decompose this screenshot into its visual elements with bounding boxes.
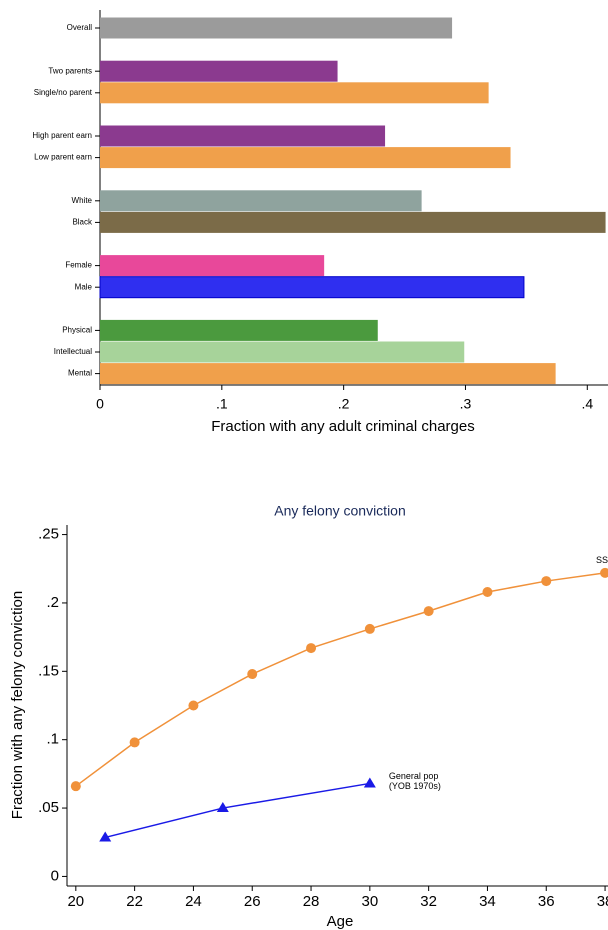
- x-tick-label: 22: [126, 893, 143, 910]
- bar: [100, 255, 325, 277]
- bar: [100, 17, 453, 39]
- y-tick-label: Physical: [62, 326, 92, 335]
- y-tick-label: Mental: [68, 369, 92, 378]
- line: [75, 572, 606, 787]
- marker: [247, 669, 258, 680]
- series-label: General pop (YOB 1970s): [388, 771, 441, 792]
- y-tick-label: Overall: [67, 23, 93, 32]
- bar: [100, 82, 489, 104]
- y-tick-label: .2: [46, 594, 59, 611]
- marker: [363, 777, 376, 788]
- line: [105, 782, 370, 839]
- x-tick-label: .1: [216, 396, 228, 412]
- bar: [100, 341, 465, 363]
- x-tick-label: 36: [538, 893, 555, 910]
- marker: [423, 606, 434, 617]
- y-tick-label: Female: [65, 261, 92, 270]
- y-tick-label: High parent earn: [32, 131, 92, 140]
- marker: [99, 831, 112, 842]
- marker: [306, 643, 317, 654]
- x-tick-label: 24: [185, 893, 202, 910]
- bar: [100, 211, 606, 233]
- bar: [100, 125, 386, 147]
- marker: [70, 781, 81, 792]
- y-tick-label: Single/no parent: [34, 88, 93, 97]
- x-tick-label: 28: [303, 893, 320, 910]
- x-tick-label: 0: [96, 396, 104, 412]
- marker: [482, 587, 493, 598]
- x-tick-label: 38: [597, 893, 608, 910]
- y-tick-label: White: [72, 196, 93, 205]
- chart-title: Any felony conviction: [274, 503, 406, 519]
- marker: [541, 576, 552, 587]
- x-tick-label: 30: [361, 893, 378, 910]
- x-axis-title: Age: [327, 913, 354, 930]
- y-tick-label: .05: [38, 799, 59, 816]
- y-axis-title: Fraction with any felony conviction: [9, 591, 26, 819]
- y-tick-label: Male: [75, 282, 93, 291]
- bar: [100, 190, 422, 212]
- bar: [100, 147, 511, 169]
- x-tick-label: .3: [460, 396, 472, 412]
- x-axis-title: Fraction with any adult criminal charges: [211, 418, 474, 435]
- y-tick-label: Low parent earn: [34, 153, 92, 162]
- bar: [100, 60, 338, 82]
- x-tick-label: 34: [479, 893, 496, 910]
- marker: [216, 802, 229, 813]
- y-tick-label: Intellectual: [54, 347, 92, 356]
- x-tick-label: .2: [338, 396, 350, 412]
- x-tick-label: 20: [67, 893, 84, 910]
- marker: [600, 567, 608, 578]
- y-tick-label: .25: [38, 526, 59, 543]
- bar: [100, 363, 556, 385]
- bar: [99, 276, 525, 299]
- x-tick-label: 26: [244, 893, 261, 910]
- x-tick-label: 32: [420, 893, 437, 910]
- series-label: SS: [596, 554, 608, 565]
- marker: [188, 700, 199, 711]
- y-tick-label: .15: [38, 662, 59, 679]
- y-tick-label: 0: [51, 867, 59, 884]
- x-tick-label: .4: [581, 396, 593, 412]
- y-tick-label: Two parents: [48, 66, 92, 75]
- marker: [129, 737, 140, 748]
- y-tick-label: .1: [46, 731, 59, 748]
- marker: [364, 623, 375, 634]
- bar: [100, 319, 378, 341]
- y-tick-label: Black: [72, 218, 93, 227]
